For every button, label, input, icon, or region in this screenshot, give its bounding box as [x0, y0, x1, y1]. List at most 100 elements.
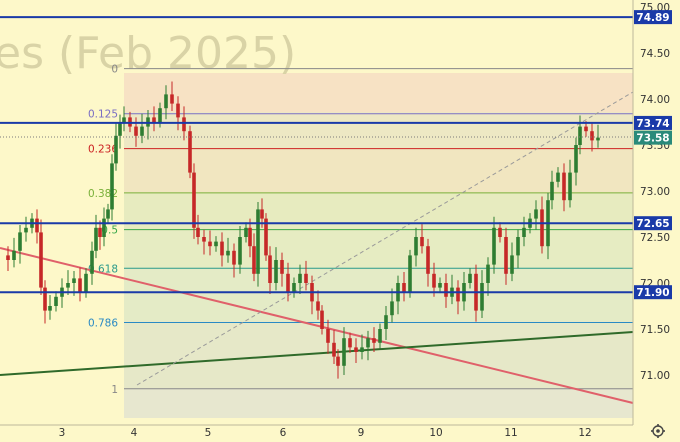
candle-body [438, 283, 442, 288]
red-trendline [0, 247, 634, 404]
price-tick-label: 74.50 [640, 48, 670, 60]
candle-body [152, 117, 156, 122]
candle-body [304, 273, 308, 283]
candle-body [232, 250, 236, 265]
candle-body [320, 310, 324, 329]
trendlines[interactable] [0, 91, 634, 404]
candle-body [140, 126, 144, 136]
candle-body [6, 255, 10, 260]
price-axis[interactable]: 75.0074.5074.0073.5073.0072.5072.0071.50… [640, 2, 670, 382]
candle-body [226, 250, 230, 256]
time-tick-label: 12 [578, 427, 591, 439]
candle-body [54, 296, 58, 306]
fib-level-label: 0.125 [88, 109, 118, 121]
green-trendline [0, 331, 634, 376]
candle-body [432, 273, 436, 288]
candle-body [12, 250, 16, 260]
candle-body [402, 283, 406, 293]
dashed-trendline [136, 91, 634, 386]
candle-body [316, 301, 320, 311]
price-badge-label: 71.90 [636, 287, 669, 299]
candle-body [574, 145, 578, 173]
candle-body [534, 209, 538, 219]
candle-body [584, 126, 588, 132]
candle-body [18, 232, 22, 251]
candle-body [280, 260, 284, 274]
fib-level-label: 0 [111, 64, 118, 76]
candle-body [332, 342, 336, 357]
candle-body [118, 122, 122, 136]
candle-body [35, 218, 39, 233]
candle-body [408, 255, 412, 293]
candle-body [562, 172, 566, 201]
candle-body [510, 255, 514, 274]
candle-body [164, 94, 168, 109]
candle-body [248, 227, 252, 247]
candle-body [39, 232, 43, 288]
candle-body [444, 283, 448, 297]
fib-level-label: 1 [111, 384, 118, 396]
candle-body [480, 283, 484, 311]
candle-body [66, 283, 70, 288]
candle-body [188, 131, 192, 173]
candle-body [298, 273, 302, 283]
candle-body [378, 329, 382, 343]
time-tick-label: 9 [358, 427, 365, 439]
time-tick-label: 5 [205, 427, 212, 439]
candle-body [568, 172, 572, 201]
candle-body [114, 135, 118, 164]
price-badge [634, 10, 672, 25]
time-tick-label: 11 [504, 427, 517, 439]
candle-body [170, 94, 174, 104]
candle-body [414, 237, 418, 256]
current-price-badge-label: 73.58 [636, 133, 669, 145]
candle-body [98, 227, 102, 237]
candle-body [360, 347, 364, 352]
candle-body [238, 237, 242, 265]
candle-body [244, 227, 248, 237]
candle-body [596, 137, 600, 141]
time-tick-label: 10 [429, 427, 442, 439]
candle-body [578, 126, 582, 145]
price-badge [634, 216, 672, 231]
candle-body [256, 209, 260, 274]
watermark: es (Feb 2025) [0, 28, 296, 79]
fib-level-label: 0.786 [88, 318, 118, 330]
candle-body [516, 237, 520, 256]
candle-body [426, 246, 430, 274]
candle-body [550, 181, 554, 201]
candle-body [102, 218, 106, 237]
candle-body [486, 264, 490, 283]
price-badge-label: 72.65 [636, 218, 669, 230]
candle-body [522, 227, 526, 237]
horizontal-levels[interactable] [0, 16, 633, 294]
current-price-badge [634, 130, 672, 145]
price-tick-label: 74.00 [640, 94, 670, 106]
candle-body [504, 237, 508, 274]
candle-body [264, 218, 268, 256]
candle-body [366, 338, 370, 348]
candle-body [456, 287, 460, 302]
candle-body [274, 260, 278, 283]
candle-body [348, 338, 352, 348]
candle-body [268, 255, 272, 283]
candle-body [134, 126, 138, 136]
price-badges: 74.89 73.74 72.65 71.90 73.58 [634, 10, 672, 300]
candle-body [384, 315, 388, 329]
price-tick-label: 72.50 [640, 232, 670, 244]
price-badge-label: 73.74 [636, 118, 669, 130]
candle-body [326, 329, 330, 343]
price-tick-label: 71.50 [640, 324, 670, 336]
candle-body [84, 273, 88, 293]
candle-body [158, 108, 162, 122]
gear-icon[interactable] [651, 424, 665, 438]
fib-level-label: 0.236 [88, 144, 118, 156]
candle-body [252, 246, 256, 274]
price-tick-label: 73.00 [640, 186, 670, 198]
candle-body [122, 117, 126, 122]
price-tick-label: 71.00 [640, 370, 670, 382]
price-badge [634, 115, 672, 130]
time-axis[interactable]: 3 4 5 6 9 10 11 12 [59, 427, 592, 439]
candle-body [372, 338, 376, 343]
